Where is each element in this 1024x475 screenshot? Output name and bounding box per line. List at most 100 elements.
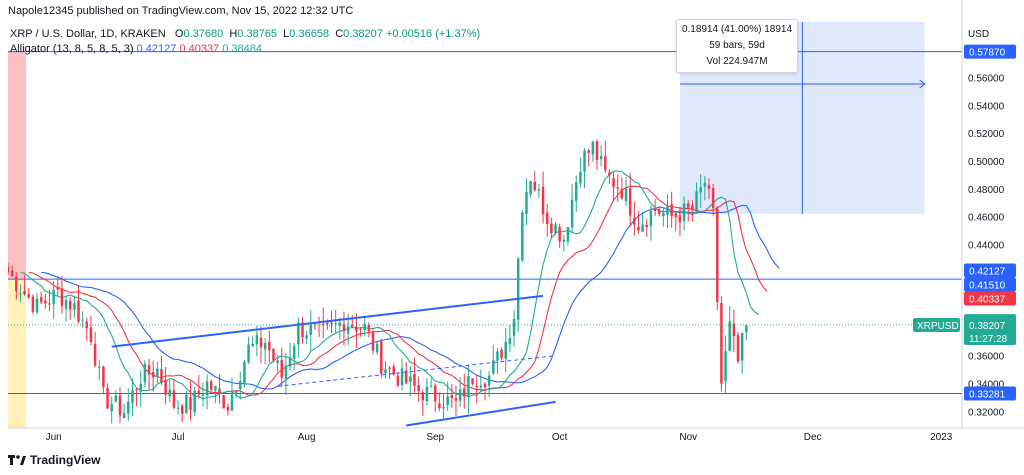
candle-body: [699, 187, 702, 193]
candle: [338, 317, 342, 340]
candle-body: [570, 199, 574, 228]
candle: [247, 336, 250, 364]
candle-body: [214, 386, 217, 391]
ohlc-change: +0.00516 (+1.37%): [385, 28, 481, 40]
symbol-badge-bg: [913, 318, 960, 333]
candle: [131, 378, 134, 417]
candle: [508, 324, 512, 353]
candle: [68, 296, 72, 320]
candle-body: [234, 391, 238, 395]
candle: [409, 366, 412, 396]
brand-footer: TradingView: [8, 453, 100, 467]
candle-body: [604, 156, 607, 171]
candle: [512, 309, 516, 347]
brand-name[interactable]: TradingView: [30, 453, 101, 467]
candle: [529, 180, 532, 198]
candle-body: [98, 366, 101, 368]
time-tick-label: Oct: [552, 432, 568, 443]
candle: [272, 348, 275, 363]
candle: [151, 360, 155, 392]
candle-body: [421, 392, 425, 401]
candle-body: [595, 141, 599, 161]
candle: [554, 222, 557, 235]
candle-body: [645, 224, 649, 228]
candle: [135, 387, 138, 407]
candle-body: [139, 383, 142, 392]
candle: [48, 289, 51, 312]
candle: [367, 322, 371, 338]
candle: [711, 183, 715, 216]
candle-body: [575, 182, 578, 201]
candle-body: [686, 203, 690, 208]
candle: [218, 374, 221, 404]
candle-body: [135, 389, 138, 391]
candle-body: [404, 370, 408, 384]
candle: [44, 293, 47, 309]
candle: [106, 383, 109, 409]
candle: [239, 371, 242, 400]
candle-body: [263, 343, 267, 350]
candle: [657, 206, 661, 217]
symbol-name[interactable]: XRP / U.S. Dollar, 1D, KRAKEN: [10, 28, 166, 40]
candle: [583, 148, 586, 189]
candle: [85, 317, 89, 342]
candle-body: [425, 386, 429, 402]
candle: [280, 347, 284, 388]
candle: [483, 382, 487, 401]
candle-body: [19, 293, 22, 295]
candle-body: [396, 375, 400, 386]
alligator-jaw-line: [41, 204, 780, 390]
candle-body: [52, 289, 55, 304]
candle: [388, 365, 391, 380]
candle: [143, 360, 147, 388]
candle-body: [209, 381, 213, 390]
candle: [421, 389, 425, 416]
candle: [417, 376, 420, 402]
candle: [458, 377, 462, 408]
candle: [545, 203, 549, 237]
candle-body: [44, 300, 47, 304]
candle-body: [608, 172, 611, 176]
candle-body: [288, 357, 292, 367]
candle: [442, 393, 445, 421]
candle-body: [147, 365, 151, 375]
candle: [695, 182, 698, 215]
candle-body: [367, 324, 371, 332]
candle: [599, 145, 603, 167]
candle: [10, 265, 14, 278]
candle-body: [678, 215, 682, 223]
candle: [189, 380, 192, 421]
candle: [56, 276, 60, 296]
indicator-teeth-value: 0.40337: [179, 43, 220, 55]
price-badge: 0.41510: [964, 277, 1016, 292]
candle-body: [218, 388, 221, 393]
candle: [570, 184, 574, 234]
candle-body: [695, 191, 698, 213]
indicator-label[interactable]: Alligator (13, 8, 5, 8, 5, 3): [10, 43, 134, 55]
candle-body: [612, 178, 615, 188]
candle-body: [93, 343, 97, 366]
candle-body: [670, 203, 673, 217]
candle-body: [537, 189, 541, 191]
candle-body: [226, 406, 230, 411]
candle-body: [550, 223, 553, 233]
candle: [525, 178, 528, 226]
candle-body: [334, 323, 337, 325]
price-badge-bg: [964, 277, 1016, 292]
candle-body: [351, 325, 354, 327]
candle: [309, 310, 313, 351]
candle: [114, 390, 118, 403]
candle: [73, 296, 76, 318]
candle-body: [641, 224, 644, 232]
price-tick-label: 0.36000: [968, 352, 1005, 363]
candle: [475, 375, 478, 404]
candle: [122, 403, 126, 419]
candle-body: [309, 325, 313, 335]
candle: [699, 174, 702, 208]
candle-body: [189, 397, 192, 411]
indicator-row: Alligator (13, 8, 5, 8, 5, 3) 0.42127 0.…: [10, 42, 480, 57]
candle-body: [81, 319, 84, 321]
candle: [500, 347, 503, 361]
candle: [628, 172, 632, 227]
